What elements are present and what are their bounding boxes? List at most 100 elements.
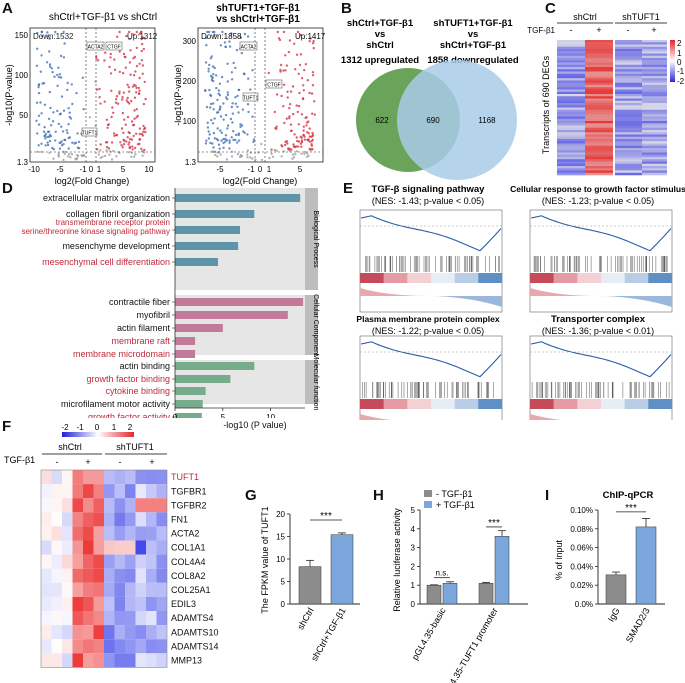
volcano-point [59,76,63,79]
heatmap-cell [615,91,642,95]
volcano-point [127,143,130,146]
volcano-point [297,104,301,108]
ytick: 1.3 [17,158,29,167]
heatmap-cell [557,159,585,162]
volcano-point [305,121,309,124]
bar [298,566,322,605]
volcano-point [251,69,254,72]
heatmap-cell [557,118,585,122]
volcano-point [246,35,250,38]
volcano-point [68,111,71,114]
volcano-point [67,147,70,150]
heatmap-c-cells [557,40,667,176]
volcano-point [308,135,312,138]
heatmap-cell [642,125,667,129]
heatmap-f-cell [156,512,167,527]
volcano-point [308,91,311,95]
heatmap-f-cell [156,470,167,485]
heatmap-f-cell [51,498,62,513]
volcano-point [135,116,138,119]
heatmap-cell [585,40,613,43]
heatmap-cell [557,73,585,77]
heatmap-f-cell [93,540,104,555]
heatmap-c-ylabel: Transcripts of 690 DEGs [541,55,551,154]
volcano-point [213,66,216,70]
volcano-point [252,138,256,141]
sig-label: *** [625,503,637,514]
volcano-point [230,155,234,158]
volcano-point [222,141,225,145]
volcano-left-down: Down:1532 [33,32,74,41]
volcano-point [260,142,263,146]
heatmap-f-cell [83,554,94,569]
heatmap-cell [557,136,585,140]
volcano-point [216,139,220,142]
heatmap-c-treatment: TGF-β1 [527,26,555,35]
heatmap-cell [615,148,642,151]
volcano-point [280,94,283,98]
heatmap-f-cell [62,554,73,569]
volcano-point [109,56,112,59]
heatmap-cell [585,76,613,79]
heatmap-f-cell [104,582,115,597]
volcano-point [133,117,136,120]
volcano-point [225,158,229,161]
volcano-point [109,52,113,56]
volcano-point [208,30,211,34]
go-term-label: membrane microdomain [73,349,170,359]
heatmap-cell [615,112,642,115]
volcano-point [132,33,135,36]
volcano-point [122,52,126,56]
volcano-point [270,152,273,155]
heatmap-c-sign: + [651,25,656,35]
volcano-point [205,105,209,109]
volcano-point [64,150,67,154]
go-term-label: mesenchyme development [62,241,170,251]
volcano-point [125,99,128,102]
volcano-point [312,39,315,43]
volcano-point [293,42,296,45]
volcano-point [88,116,92,119]
heatmap-f-cell [125,596,136,611]
volcano-point [106,123,110,127]
heatmap-f-cell [114,625,125,640]
volcano-point [298,63,302,67]
volcano-point [144,97,147,101]
volcano-point [283,121,286,125]
go-bar [175,413,202,418]
heatmap-cell [642,136,667,140]
volcano-point [212,73,215,76]
volcano-point [103,59,106,62]
volcano-point [302,125,305,128]
heatmap-cell [642,51,667,54]
volcano-point [297,145,300,148]
volcano-point [207,67,210,71]
volcano-point [44,132,47,136]
volcano-point [287,147,290,150]
y-tick-label: 0.06% [570,544,593,553]
go-term-label: extracellular matrix organization [43,193,170,203]
heatmap-f-cell [135,653,146,668]
heatmap-cell [557,78,585,81]
heatmap-f-cell [41,554,52,569]
volcano-point [133,109,136,112]
heatmap-cell [642,98,667,102]
heatmap-cell [615,49,642,52]
volcano-point [68,115,71,119]
volcano-point [300,152,303,155]
heatmap-cell [642,58,667,61]
go-term-label: growth factor binding [86,374,170,384]
volcano-point [103,100,106,103]
volcano-point [308,127,311,130]
heatmap-cell [585,44,613,48]
heatmap-f-cell [125,470,136,485]
heatmap-f-cell [41,540,52,555]
heatmap-f-cell [93,582,104,597]
go-term-label: myofibril [136,310,170,320]
volcano-point [303,152,306,156]
volcano-point [297,123,300,126]
volcano-point [243,131,246,134]
volcano-point [76,146,80,149]
heatmap-cell [557,152,585,156]
volcano-point [311,84,315,87]
